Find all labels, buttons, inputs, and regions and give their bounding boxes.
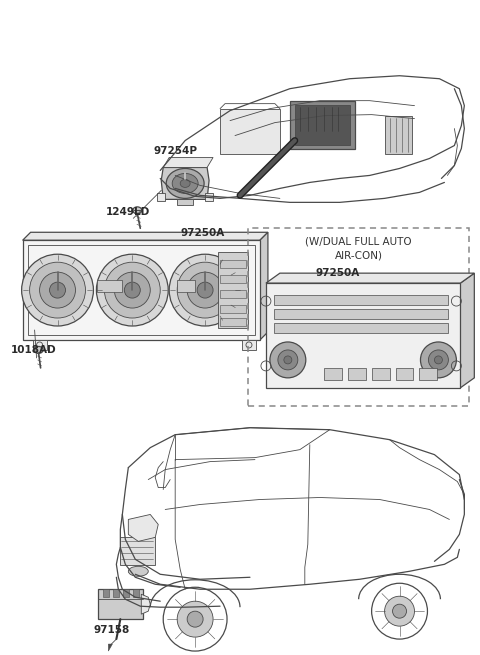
Bar	[98, 590, 144, 619]
Circle shape	[49, 282, 65, 298]
Bar	[220, 275, 246, 283]
Circle shape	[284, 356, 292, 364]
Bar	[28, 245, 255, 335]
Polygon shape	[108, 644, 112, 651]
Polygon shape	[291, 139, 297, 143]
Ellipse shape	[172, 174, 198, 193]
Bar	[220, 290, 246, 298]
Bar	[33, 340, 47, 350]
Bar	[220, 260, 246, 268]
Polygon shape	[460, 273, 474, 388]
Bar	[113, 590, 120, 597]
Circle shape	[124, 282, 140, 298]
Bar	[295, 105, 350, 145]
Text: 97158: 97158	[94, 625, 130, 635]
Circle shape	[278, 350, 298, 370]
Circle shape	[420, 342, 456, 378]
Bar	[324, 368, 342, 380]
Circle shape	[169, 254, 241, 326]
Text: 97250A: 97250A	[315, 268, 360, 278]
Ellipse shape	[166, 168, 204, 198]
Circle shape	[96, 254, 168, 326]
Polygon shape	[161, 168, 209, 199]
Bar	[103, 590, 109, 597]
Text: 1249LD: 1249LD	[106, 208, 150, 217]
Circle shape	[197, 282, 213, 298]
Polygon shape	[163, 157, 213, 168]
Bar	[177, 280, 195, 292]
Circle shape	[187, 272, 223, 308]
Bar	[274, 295, 448, 305]
Bar	[274, 323, 448, 333]
Ellipse shape	[133, 207, 142, 214]
Ellipse shape	[128, 567, 148, 576]
Circle shape	[30, 262, 85, 318]
Polygon shape	[260, 233, 268, 340]
Ellipse shape	[180, 179, 190, 187]
Text: 97254P: 97254P	[153, 145, 197, 155]
Polygon shape	[128, 514, 158, 542]
Circle shape	[39, 272, 75, 308]
Circle shape	[187, 611, 203, 627]
Bar	[218, 252, 248, 328]
Bar	[120, 537, 155, 565]
Polygon shape	[23, 233, 268, 240]
Bar	[384, 116, 412, 153]
Bar	[372, 368, 390, 380]
Bar	[220, 109, 280, 153]
Circle shape	[429, 350, 448, 370]
Circle shape	[177, 262, 233, 318]
Polygon shape	[266, 273, 474, 283]
Bar	[97, 280, 122, 292]
Bar	[420, 368, 437, 380]
Circle shape	[177, 601, 213, 637]
Ellipse shape	[34, 346, 43, 354]
Bar	[23, 240, 260, 340]
Circle shape	[434, 356, 443, 364]
Bar	[133, 590, 139, 597]
Circle shape	[114, 272, 150, 308]
Bar	[177, 199, 193, 206]
Bar	[248, 229, 469, 406]
Circle shape	[270, 342, 306, 378]
Bar	[266, 283, 460, 388]
Bar	[220, 318, 246, 326]
Polygon shape	[141, 594, 150, 614]
Bar	[348, 368, 366, 380]
Bar	[290, 101, 355, 149]
Circle shape	[393, 604, 407, 618]
Circle shape	[104, 262, 160, 318]
Bar	[396, 368, 413, 380]
Bar	[205, 193, 213, 201]
Text: (W/DUAL FULL AUTO: (W/DUAL FULL AUTO	[305, 236, 412, 246]
Text: AIR-CON): AIR-CON)	[335, 250, 383, 260]
Circle shape	[22, 254, 94, 326]
Bar	[220, 305, 246, 313]
Circle shape	[384, 596, 415, 626]
Text: 97250A: 97250A	[180, 229, 225, 238]
Bar	[242, 340, 256, 350]
Bar	[123, 590, 129, 597]
Bar	[157, 193, 165, 201]
Bar	[274, 309, 448, 319]
Text: 1018AD: 1018AD	[11, 345, 56, 355]
